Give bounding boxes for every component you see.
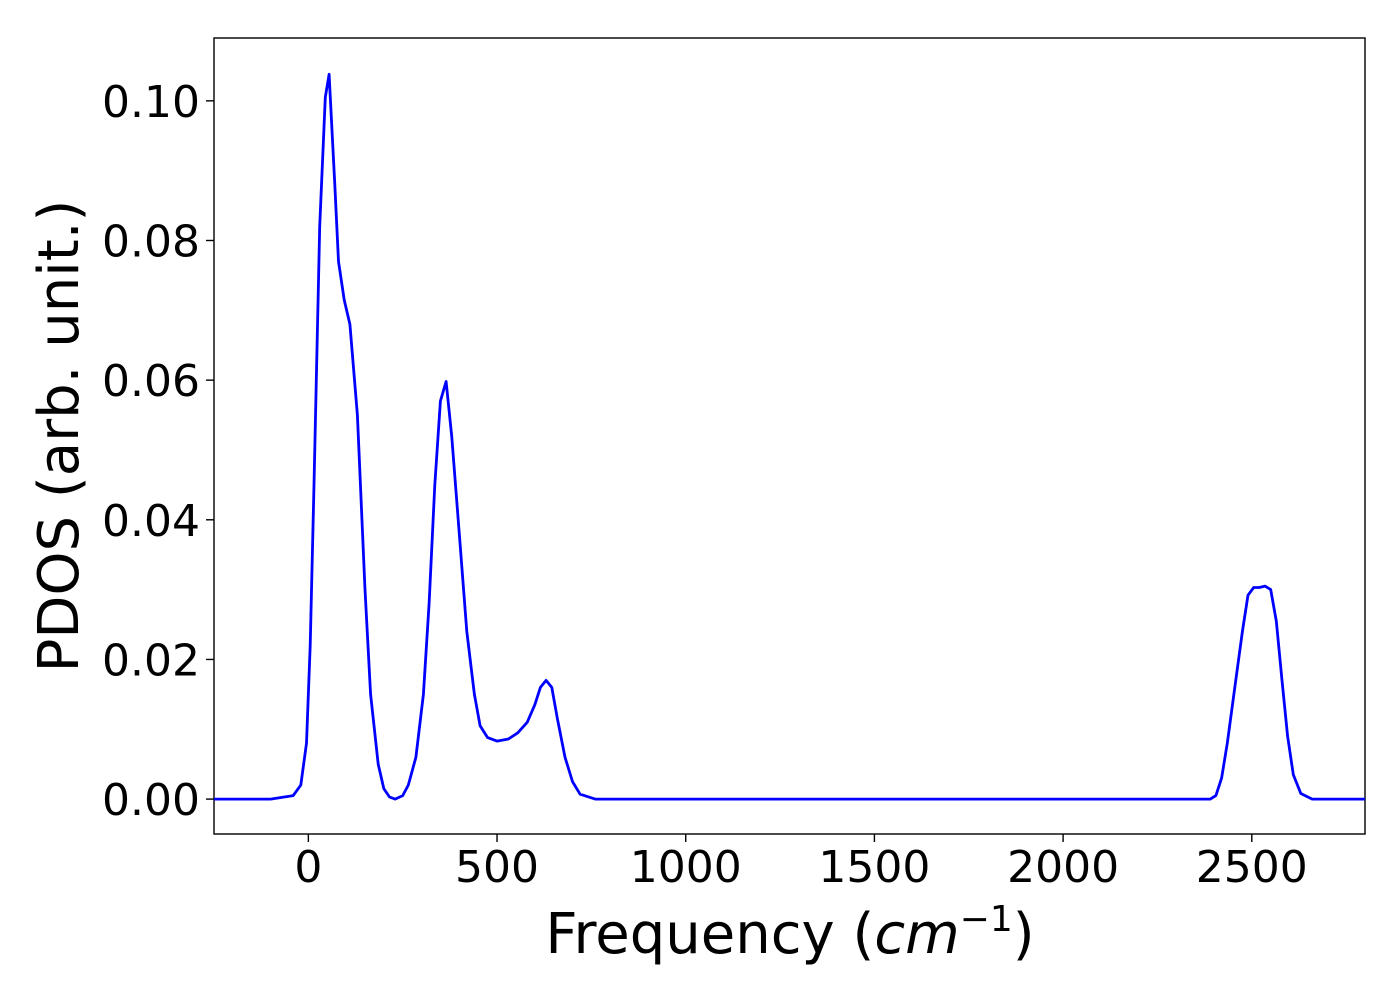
y-tick-label: 0.02 xyxy=(102,635,200,686)
x-tick-label: 0 xyxy=(294,842,322,893)
y-tick-label: 0.08 xyxy=(102,216,200,267)
y-axis-label: PDOS (arb. unit.) xyxy=(27,200,92,673)
y-tick-label: 0.04 xyxy=(102,496,200,547)
y-tick-label: 0.10 xyxy=(102,77,200,128)
y-axis-ticks: 0.00 0.02 0.04 0.06 0.08 0.10 xyxy=(102,77,214,826)
y-tick-label: 0.00 xyxy=(102,775,200,826)
x-tick-label: 1000 xyxy=(630,842,742,893)
x-tick-label: 500 xyxy=(455,842,539,893)
plot-frame xyxy=(213,37,1366,835)
x-tick-label: 2000 xyxy=(1007,842,1119,893)
x-axis-label: Frequency (cm−1) xyxy=(545,899,1034,967)
x-tick-label: 1500 xyxy=(818,842,930,893)
y-tick-label: 0.06 xyxy=(102,356,200,407)
x-tick-label: 2500 xyxy=(1196,842,1308,893)
x-axis-ticks: 0 500 1000 1500 2000 2500 xyxy=(294,834,1308,893)
series-line xyxy=(214,72,1365,801)
